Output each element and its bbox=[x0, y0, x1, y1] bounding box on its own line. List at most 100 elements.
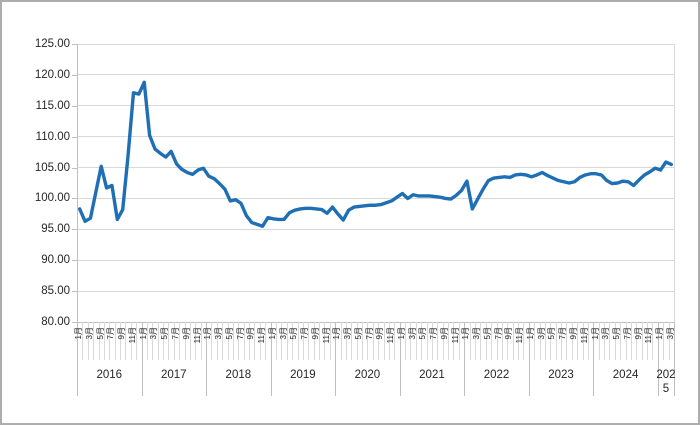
month-tick bbox=[281, 322, 283, 360]
month-tick bbox=[195, 322, 197, 360]
month-label: 3月 bbox=[536, 327, 546, 340]
gridline bbox=[77, 228, 674, 230]
month-label: 3月 bbox=[84, 327, 94, 340]
month-tick bbox=[448, 322, 450, 360]
month-tick bbox=[265, 322, 267, 360]
month-tick bbox=[469, 322, 471, 360]
month-tick bbox=[227, 322, 229, 360]
month-tick bbox=[276, 322, 277, 360]
month-tick bbox=[383, 322, 385, 360]
month-tick bbox=[120, 322, 122, 360]
month-tick bbox=[340, 322, 342, 360]
month-label: 7月 bbox=[300, 327, 310, 340]
month-label: 3月 bbox=[149, 327, 159, 340]
month-tick bbox=[109, 322, 111, 360]
month-tick bbox=[663, 322, 665, 360]
y-axis-tick bbox=[72, 260, 77, 262]
year-label: 2019 bbox=[290, 369, 316, 381]
month-tick bbox=[243, 322, 245, 360]
month-tick bbox=[388, 322, 390, 360]
month-tick bbox=[302, 322, 304, 360]
month-label: 11月 bbox=[579, 327, 589, 344]
month-tick bbox=[372, 322, 374, 360]
month-label: 1月 bbox=[332, 327, 342, 340]
month-label: 7月 bbox=[493, 327, 503, 340]
gridline bbox=[77, 290, 674, 292]
month-tick bbox=[329, 322, 331, 360]
month-tick bbox=[496, 322, 498, 360]
month-tick bbox=[356, 322, 358, 360]
month-tick bbox=[232, 322, 234, 360]
month-label: 1月 bbox=[267, 327, 277, 340]
month-tick bbox=[82, 322, 84, 360]
month-label: 9月 bbox=[569, 327, 578, 340]
month-tick bbox=[415, 322, 417, 360]
month-tick bbox=[630, 322, 632, 360]
year-separator-tick bbox=[657, 322, 659, 396]
month-tick bbox=[582, 322, 584, 360]
year-label: 2023 bbox=[548, 369, 574, 381]
month-label: 7月 bbox=[429, 327, 439, 340]
year-label: 2020 bbox=[354, 369, 381, 381]
month-tick bbox=[308, 322, 310, 360]
month-tick bbox=[351, 322, 353, 360]
month-tick bbox=[394, 322, 396, 360]
month-tick bbox=[501, 322, 503, 360]
month-label: 11月 bbox=[192, 327, 202, 344]
year-separator-tick bbox=[206, 322, 208, 396]
month-tick bbox=[98, 322, 100, 360]
gridline bbox=[77, 167, 674, 169]
y-axis-tick bbox=[72, 74, 77, 76]
month-tick bbox=[297, 322, 299, 360]
month-label: 3月 bbox=[343, 327, 353, 340]
gridline bbox=[77, 105, 674, 107]
month-label: 11月 bbox=[321, 327, 331, 344]
year-label: 2021 bbox=[419, 369, 445, 381]
gridline bbox=[77, 74, 674, 76]
month-tick bbox=[367, 322, 369, 360]
month-tick bbox=[313, 322, 315, 360]
plot-border-right bbox=[674, 44, 675, 322]
month-label: 9月 bbox=[181, 327, 191, 340]
month-label: 7月 bbox=[364, 327, 374, 340]
month-label: 3月 bbox=[407, 327, 417, 340]
month-tick bbox=[587, 322, 589, 360]
month-label: 9月 bbox=[633, 327, 643, 340]
month-tick bbox=[249, 322, 251, 360]
month-label: 11月 bbox=[515, 327, 525, 344]
month-label: 5月 bbox=[418, 327, 428, 340]
month-label: 1月 bbox=[590, 327, 600, 340]
month-tick bbox=[189, 322, 191, 360]
month-tick bbox=[598, 322, 600, 360]
year-separator-tick bbox=[335, 322, 337, 396]
series-line-svg bbox=[77, 80, 674, 228]
month-tick bbox=[512, 322, 514, 360]
y-axis-label: 120.00 bbox=[34, 68, 70, 81]
month-label: 1月 bbox=[396, 327, 406, 340]
month-tick bbox=[211, 322, 213, 360]
month-tick bbox=[254, 322, 256, 360]
year-separator-tick bbox=[593, 322, 595, 396]
month-tick bbox=[410, 322, 412, 360]
month-label: 7月 bbox=[235, 327, 245, 340]
y-axis-tick bbox=[72, 229, 77, 231]
year-separator-tick bbox=[464, 322, 466, 396]
year-separator-tick bbox=[141, 322, 143, 396]
month-label: 3月 bbox=[214, 327, 224, 340]
month-tick bbox=[523, 322, 525, 360]
month-tick bbox=[286, 322, 288, 360]
y-axis-tick bbox=[72, 105, 77, 107]
month-label: 11月 bbox=[386, 327, 396, 344]
month-tick bbox=[378, 322, 380, 360]
month-tick bbox=[345, 322, 347, 360]
month-tick bbox=[491, 322, 493, 360]
month-tick bbox=[480, 322, 482, 360]
month-tick bbox=[125, 322, 127, 360]
year-label: 2024 bbox=[612, 369, 639, 381]
month-tick bbox=[103, 322, 105, 360]
month-tick bbox=[577, 322, 579, 360]
month-tick bbox=[458, 322, 460, 360]
month-tick bbox=[292, 322, 294, 360]
month-label: 3月 bbox=[601, 327, 611, 340]
